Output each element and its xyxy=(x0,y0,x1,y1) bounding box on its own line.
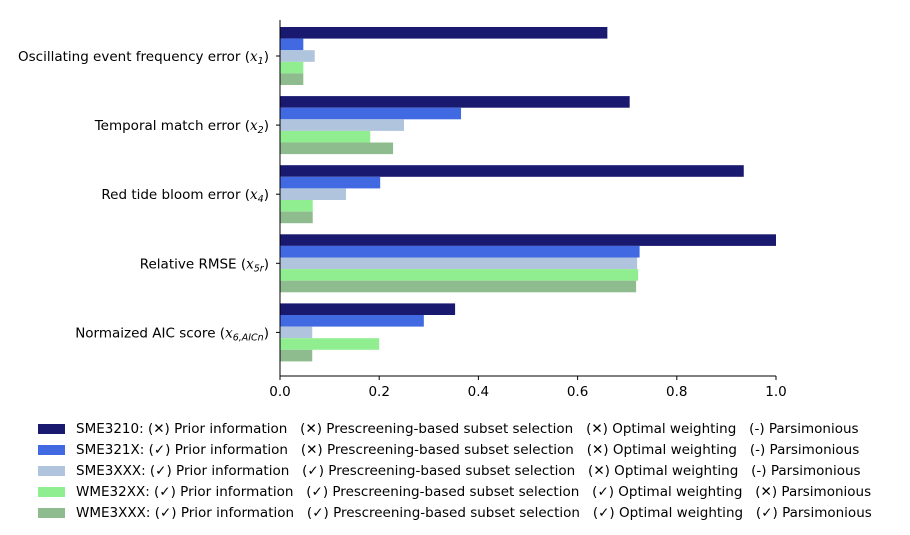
bar-sme321x-0 xyxy=(280,38,304,51)
bar-wme32xx-2 xyxy=(280,200,313,212)
x-tick-label-3: 0.6 xyxy=(567,384,588,400)
category-label-0: Oscillating event frequency error (x1) xyxy=(18,49,269,67)
bar-wme32xx-3 xyxy=(280,269,639,281)
bar-sme3xxx-4 xyxy=(280,326,313,339)
bar-wme3xxx-0 xyxy=(280,73,304,85)
x-tick-label-4: 0.8 xyxy=(666,384,687,400)
legend-item-wme32xx: WME32XX: (✓) Prior information (✓) Presc… xyxy=(38,481,872,502)
x-tick-label-1: 0.2 xyxy=(368,384,389,400)
legend-label-wme32xx: WME32XX: (✓) Prior information (✓) Presc… xyxy=(76,483,872,500)
x-tick-label-2: 0.4 xyxy=(468,384,489,400)
bar-sme3210-0 xyxy=(280,27,608,39)
legend-swatch-sme3210 xyxy=(38,423,65,434)
legend-item-sme3210: SME3210: (✕) Prior information (✕) Presc… xyxy=(38,418,872,439)
category-label-3: Relative RMSE (x5r) xyxy=(140,256,269,274)
bar-wme32xx-0 xyxy=(280,61,304,74)
bar-sme3xxx-2 xyxy=(280,188,346,200)
bar-wme32xx-4 xyxy=(280,338,380,350)
bar-wme3xxx-4 xyxy=(280,349,313,362)
legend: SME3210: (✕) Prior information (✕) Presc… xyxy=(38,418,872,523)
legend-swatch-wme3xxx xyxy=(38,507,65,518)
legend-item-sme321x: SME321X: (✓) Prior information (✕) Presc… xyxy=(38,439,872,460)
bar-sme3xxx-3 xyxy=(280,257,638,270)
legend-label-sme3xxx: SME3XXX: (✓) Prior information (✓) Presc… xyxy=(76,462,861,479)
bar-sme321x-3 xyxy=(280,245,640,258)
legend-label-sme321x: SME321X: (✓) Prior information (✕) Presc… xyxy=(76,441,860,458)
category-label-1: Temporal match error (x2) xyxy=(94,118,269,136)
bar-sme321x-1 xyxy=(280,107,462,120)
bar-sme3xxx-0 xyxy=(280,50,315,62)
category-label-4: Normaized AIC score (x6,AICn) xyxy=(75,325,269,343)
chart: Oscillating event frequency error (x1) Te… xyxy=(18,20,787,400)
bar-wme3xxx-2 xyxy=(280,211,313,224)
bar-sme321x-4 xyxy=(280,315,424,327)
bar-wme3xxx-3 xyxy=(280,280,637,293)
legend-label-sme3210: SME3210: (✕) Prior information (✕) Presc… xyxy=(76,420,859,437)
category-label-2: Red tide bloom error (x4) xyxy=(101,187,269,205)
legend-item-wme3xxx: WME3XXX: (✓) Prior information (✓) Presc… xyxy=(38,502,872,523)
bar-wme32xx-1 xyxy=(280,130,371,143)
bar-sme321x-2 xyxy=(280,176,381,189)
bar-sme3210-2 xyxy=(280,165,744,177)
legend-swatch-wme32xx xyxy=(38,486,65,497)
bar-sme3210-1 xyxy=(280,96,630,108)
bar-sme3210-3 xyxy=(280,234,776,246)
bar-sme3xxx-1 xyxy=(280,119,404,131)
x-tick-label-5: 1.0 xyxy=(765,384,786,400)
legend-label-wme3xxx: WME3XXX: (✓) Prior information (✓) Presc… xyxy=(76,504,872,521)
legend-item-sme3xxx: SME3XXX: (✓) Prior information (✓) Presc… xyxy=(38,460,872,481)
bar-sme3210-4 xyxy=(280,303,456,315)
legend-swatch-sme321x xyxy=(38,444,65,455)
x-tick-label-0: 0.0 xyxy=(269,384,290,400)
legend-swatch-sme3xxx xyxy=(38,465,65,476)
bar-wme3xxx-1 xyxy=(280,142,394,155)
